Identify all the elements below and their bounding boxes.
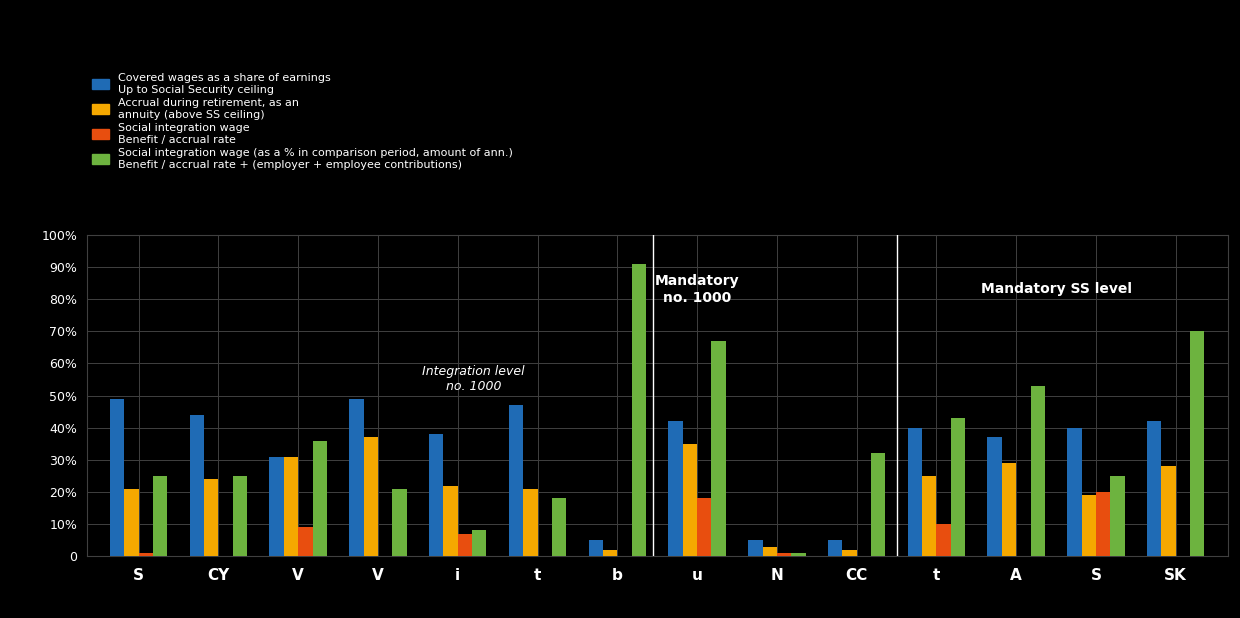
Bar	[791, 553, 806, 556]
Bar	[298, 527, 312, 556]
Text: Mandatory
no. 1000: Mandatory no. 1000	[655, 274, 739, 305]
Bar	[233, 476, 247, 556]
Bar	[828, 540, 842, 556]
Bar	[429, 434, 444, 556]
Bar	[697, 498, 712, 556]
Bar	[936, 524, 951, 556]
Bar	[842, 550, 857, 556]
Bar	[923, 476, 936, 556]
Bar	[458, 534, 472, 556]
Bar	[472, 530, 486, 556]
Bar	[763, 546, 777, 556]
Bar	[603, 550, 618, 556]
Bar	[668, 421, 683, 556]
Bar	[153, 476, 167, 556]
Bar	[1190, 331, 1204, 556]
Bar	[190, 415, 205, 556]
Bar	[748, 540, 763, 556]
Bar	[205, 479, 218, 556]
Bar	[1096, 492, 1110, 556]
Bar	[631, 264, 646, 556]
Bar	[951, 418, 965, 556]
Bar	[908, 428, 923, 556]
Bar	[363, 438, 378, 556]
Bar	[444, 486, 458, 556]
Bar	[1081, 495, 1096, 556]
Bar	[1162, 466, 1176, 556]
Bar	[1030, 386, 1045, 556]
Bar	[110, 399, 124, 556]
Text: Integration level
no. 1000: Integration level no. 1000	[423, 365, 525, 394]
Bar	[392, 489, 407, 556]
Bar	[523, 489, 537, 556]
Bar	[589, 540, 603, 556]
Bar	[1002, 463, 1017, 556]
Bar	[312, 441, 327, 556]
Bar	[777, 553, 791, 556]
Bar	[508, 405, 523, 556]
Bar	[712, 341, 725, 556]
Bar	[269, 457, 284, 556]
Bar	[1147, 421, 1162, 556]
Text: Mandatory SS level: Mandatory SS level	[981, 282, 1132, 297]
Bar	[870, 454, 885, 556]
Bar	[1068, 428, 1081, 556]
Bar	[350, 399, 363, 556]
Bar	[124, 489, 139, 556]
Legend: Covered wages as a share of earnings
Up to Social Security ceiling, Accrual duri: Covered wages as a share of earnings Up …	[92, 74, 513, 170]
Bar	[552, 498, 567, 556]
Bar	[139, 553, 153, 556]
Bar	[683, 444, 697, 556]
Bar	[1110, 476, 1125, 556]
Bar	[284, 457, 298, 556]
Bar	[987, 438, 1002, 556]
